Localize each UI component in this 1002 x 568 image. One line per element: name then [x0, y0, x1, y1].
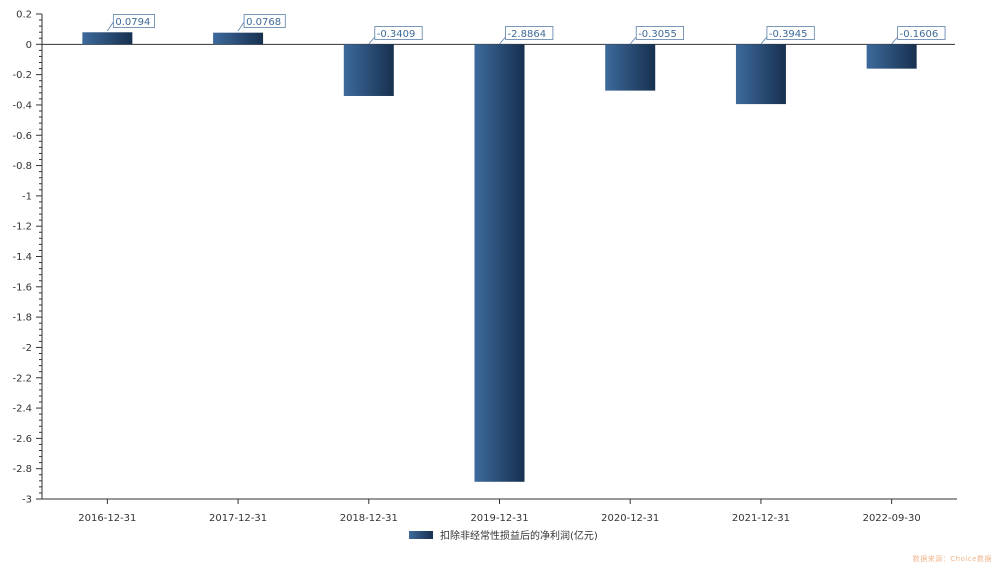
x-tick-label: 2021-12-31: [732, 513, 790, 524]
y-tick-label: -2: [22, 343, 32, 354]
bar[interactable]: [213, 32, 264, 45]
bar[interactable]: [735, 44, 786, 105]
data-label-leader: [891, 36, 898, 45]
data-label-leader: [760, 36, 768, 45]
data-label-box: [374, 26, 423, 40]
y-tick-label: -2.2: [12, 373, 32, 384]
bar[interactable]: [474, 44, 525, 482]
data-label: -0.1606: [900, 29, 939, 40]
data-label-box: [505, 26, 554, 40]
data-label: 0.0794: [115, 17, 150, 28]
data-label-box: [635, 26, 685, 40]
y-tick-label: -1.2: [12, 222, 32, 233]
y-tick-label: -0.2: [12, 70, 32, 81]
y-tick-label: -0.4: [12, 100, 32, 111]
data-label-leader: [499, 36, 506, 45]
data-label-leader: [107, 21, 114, 32]
y-tick-label: 0.2: [16, 10, 32, 21]
y-tick-label: -0.8: [12, 161, 32, 172]
data-label-leader: [629, 36, 637, 45]
y-tick-label: -3: [22, 495, 32, 506]
y-axis: 0.2 0 -0.2 -0.4 -0.6 -0.8 -1 -1.2 -1.4 -1.6 -1.8 -2…: [12, 10, 43, 506]
x-tick-label: 2020-12-31: [601, 513, 659, 524]
data-label: -0.3409: [377, 29, 416, 40]
data-label-box: [897, 26, 946, 40]
y-tick-label: -1.4: [12, 252, 32, 263]
data-label: -2.8864: [508, 29, 547, 40]
x-axis: 2016-12-31 2017-12-31 2018-12-31 2019-12-31…: [42, 43, 957, 524]
data-label: -0.3945: [769, 29, 808, 40]
bars-group: [82, 32, 917, 482]
y-tick-label: -2.8: [12, 464, 32, 475]
x-tick-label: 2016-12-31: [78, 513, 136, 524]
bar[interactable]: [605, 44, 656, 91]
data-label-box: [243, 14, 286, 28]
source-watermark: 数据来源：Choice数据: [912, 555, 992, 563]
bar[interactable]: [866, 44, 917, 69]
y-tick-label: 0: [26, 40, 32, 51]
data-label: -0.3055: [638, 29, 677, 40]
y-tick-label: -2.6: [12, 434, 32, 445]
legend-swatch: [409, 531, 433, 539]
bar[interactable]: [82, 32, 133, 45]
x-tick-label: 2017-12-31: [209, 513, 267, 524]
data-label: 0.0768: [246, 17, 281, 28]
legend[interactable]: 扣除非经常性损益后的净利润(亿元): [409, 529, 598, 542]
x-tick-label: 2018-12-31: [340, 513, 398, 524]
x-tick-label: 2022-09-30: [863, 513, 921, 524]
y-tick-label: -1.6: [12, 282, 32, 293]
legend-label: 扣除非经常性损益后的净利润(亿元): [440, 529, 598, 542]
y-tick-label: -1.8: [12, 313, 32, 324]
data-label-box: [112, 14, 155, 28]
bar[interactable]: [343, 44, 394, 96]
data-label-box: [766, 26, 815, 40]
y-tick-label: -2.4: [12, 404, 32, 415]
y-tick-label: -1: [22, 191, 32, 202]
data-labels-group: 0.0794 0.0768 -0.3409 -2.8864 -0.3055 -0.3945…: [107, 14, 946, 45]
y-tick-label: -0.6: [12, 131, 32, 142]
x-tick-label: 2019-12-31: [470, 513, 528, 524]
data-label-leader: [237, 21, 245, 32]
data-label-leader: [368, 36, 376, 45]
